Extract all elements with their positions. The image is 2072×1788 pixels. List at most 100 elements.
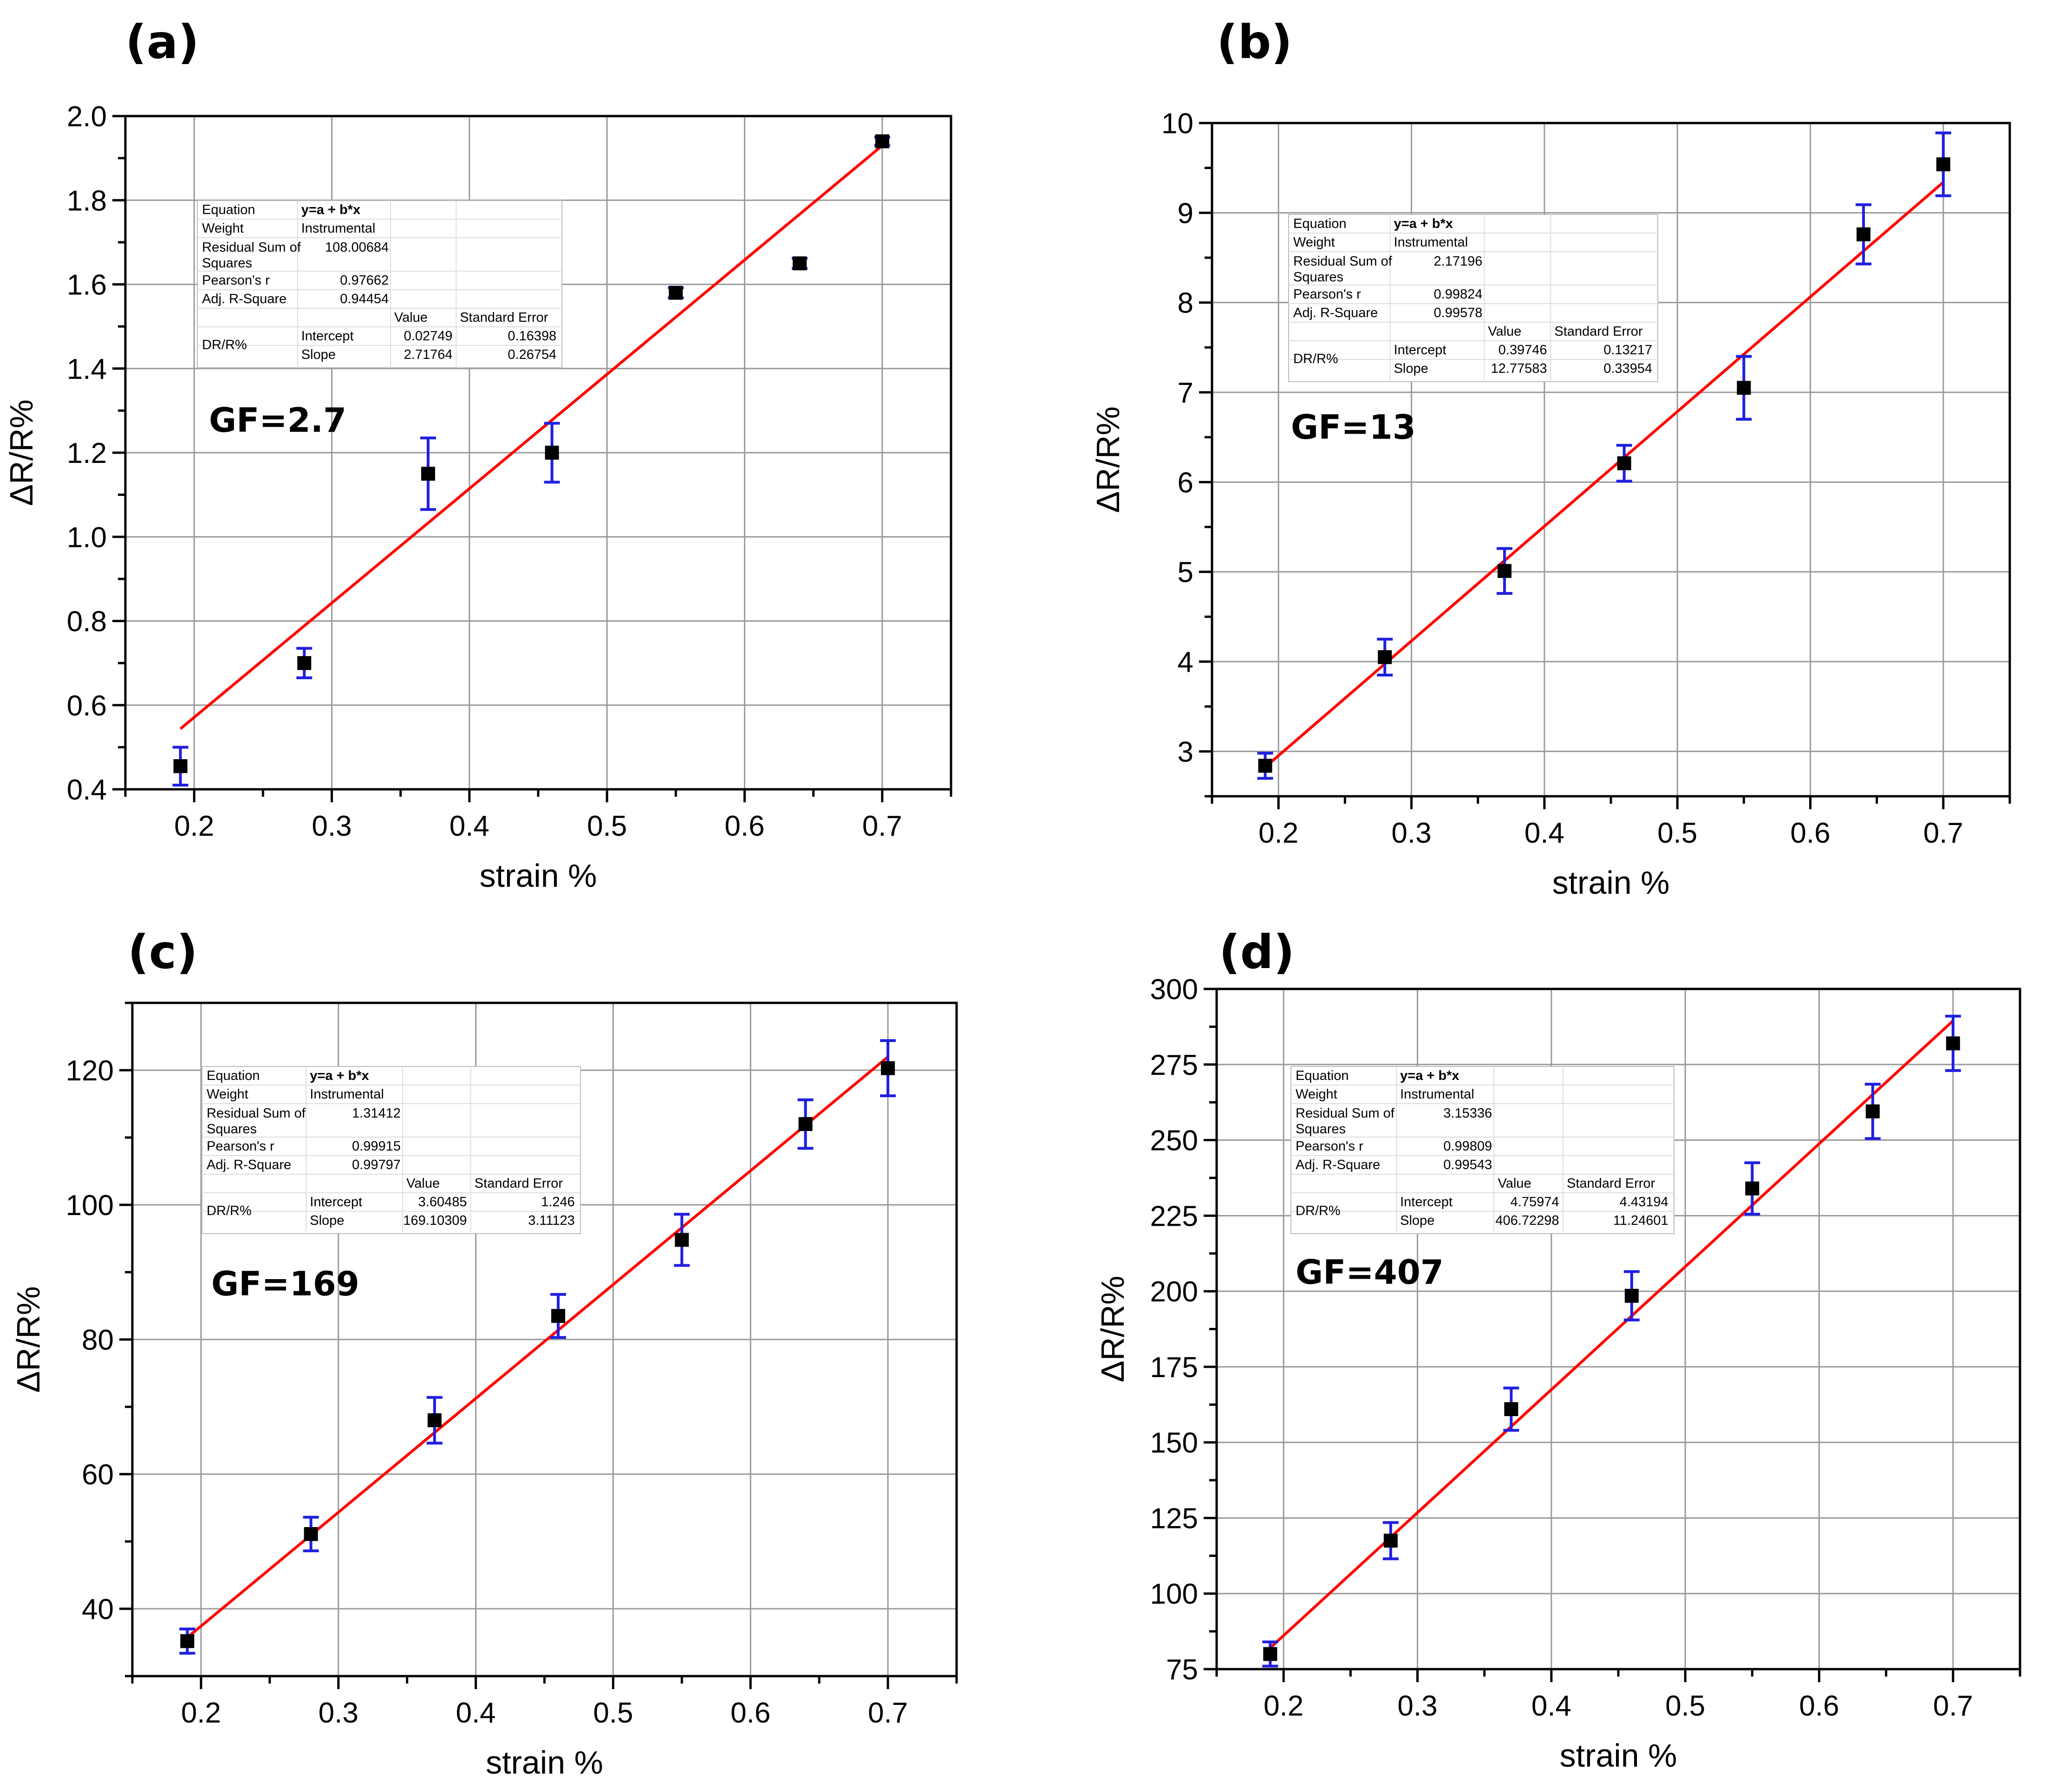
stats-param-value: 2.71764	[404, 347, 453, 362]
data-point	[1504, 1402, 1518, 1417]
y-tick-label: 1.4	[67, 353, 107, 385]
x-axis-title: strain %	[1552, 865, 1670, 901]
data-point	[427, 1413, 442, 1427]
stats-param-group: DR/R%	[207, 1203, 252, 1218]
stats-row-label: Squares	[207, 1122, 257, 1137]
x-tick-label: 0.3	[1397, 1690, 1437, 1722]
panel-label: (a)	[125, 15, 199, 69]
y-tick-label: 5	[1178, 557, 1193, 589]
x-tick-label: 0.5	[1657, 817, 1697, 849]
data-point	[1624, 1288, 1639, 1303]
data-point	[1857, 227, 1871, 241]
stats-row-label: Residual Sum of	[202, 240, 301, 255]
y-tick-label: 125	[1150, 1502, 1198, 1534]
y-axis-title: ΔR/R%	[1090, 406, 1126, 513]
gauge-factor-label: GF=2.7	[209, 401, 346, 440]
stats-param-name: Slope	[301, 347, 336, 362]
x-tick-label: 0.5	[593, 1697, 633, 1729]
y-tick-label: 100	[1150, 1578, 1198, 1610]
fit-line	[179, 144, 883, 730]
y-tick-label: 6	[1178, 467, 1193, 499]
y-tick-label: 40	[82, 1593, 114, 1625]
stats-param-name: Intercept	[310, 1195, 362, 1209]
stats-table-background	[197, 200, 562, 368]
x-tick-label: 0.2	[181, 1697, 221, 1729]
stats-param-value: 0.02749	[404, 329, 453, 344]
stats-param-name: Intercept	[301, 329, 354, 344]
stats-param-value: 0.39746	[1499, 343, 1547, 358]
stats-param-group: DR/R%	[1293, 351, 1338, 366]
stats-col-header: Value	[394, 310, 428, 325]
x-tick-label: 0.4	[450, 810, 489, 842]
stats-row-value: Instrumental	[1394, 235, 1468, 250]
x-tick-label: 0.2	[174, 810, 214, 842]
stats-col-header: Standard Error	[475, 1176, 563, 1191]
stats-param-stderr: 3.11123	[528, 1213, 575, 1228]
stats-row-label: Pearson's r	[207, 1139, 274, 1154]
stats-row-label: Residual Sum of	[1296, 1106, 1395, 1121]
stats-param-group: DR/R%	[1296, 1203, 1341, 1218]
stats-param-stderr: 1.246	[541, 1195, 575, 1209]
data-point	[675, 1233, 689, 1247]
y-tick-label: 10	[1161, 108, 1193, 140]
stats-row-label-full: Residual Sum of Squares	[202, 256, 355, 271]
data-point	[793, 256, 807, 271]
data-point	[304, 1527, 318, 1541]
chart-panel-a: 0.2 0.3 0.4 0.5 0.6 0.7 0.4 0.6 0.8 1.0 1.2 1.4 1.6 1…	[3, 15, 952, 894]
stats-param-stderr: 0.26754	[508, 347, 556, 362]
stats-param-stderr: 0.16398	[508, 329, 556, 344]
stats-row-value: 1.31412	[352, 1106, 401, 1121]
stats-row-label: Weight	[202, 221, 244, 236]
stats-param-name: Slope	[1400, 1213, 1434, 1228]
data-point	[1946, 1036, 1960, 1051]
stats-row-label: Residual Sum of	[207, 1106, 306, 1121]
stats-row-value: 0.94454	[340, 292, 389, 306]
y-tick-label: 150	[1150, 1427, 1198, 1459]
x-tick-label: 0.5	[587, 810, 627, 842]
stats-row-value: 0.99543	[1443, 1157, 1492, 1172]
stats-row-label: Squares	[1296, 1122, 1346, 1137]
y-tick-label: 300	[1150, 974, 1198, 1006]
stats-row-value: 0.99809	[1443, 1139, 1492, 1154]
y-tick-label: 0.8	[67, 606, 107, 638]
data-point	[875, 134, 889, 149]
gauge-factor-label: GF=407	[1296, 1253, 1444, 1292]
stats-table-background	[202, 1066, 581, 1234]
y-tick-label: 2.0	[67, 101, 107, 133]
stats-row-label-full: Residual Sum of Squares	[207, 1122, 359, 1137]
stats-row-label: Adj. R-Square	[202, 292, 287, 306]
y-tick-label: 80	[82, 1324, 114, 1356]
y-tick-label: 100	[66, 1190, 114, 1222]
data-point	[421, 467, 435, 481]
stats-row-label: Pearson's r	[1293, 287, 1361, 302]
stats-row-value: 3.15336	[1443, 1106, 1492, 1121]
y-tick-label: 8	[1178, 287, 1193, 319]
x-axis-title: strain %	[1560, 1737, 1677, 1774]
stats-param-value: 4.75974	[1511, 1195, 1559, 1209]
stats-col-header: Standard Error	[1554, 324, 1643, 339]
panel-label: (b)	[1217, 15, 1292, 69]
data-point	[1383, 1534, 1398, 1548]
x-tick-label: 0.6	[724, 810, 764, 842]
x-tick-label: 0.4	[1531, 1690, 1571, 1722]
stats-param-stderr: 0.13217	[1603, 343, 1652, 358]
stats-row-label: Residual Sum of	[1293, 254, 1393, 269]
stats-param-stderr: 0.33954	[1603, 361, 1652, 376]
stats-row-value: y=a + b*x	[1394, 216, 1453, 231]
stats-row-label-full: Residual Sum of Squares	[1293, 270, 1446, 285]
stats-col-header: Value	[1488, 324, 1521, 339]
stats-row-value: y=a + b*x	[301, 202, 360, 217]
stats-col-header: Standard Error	[460, 310, 548, 325]
data-point	[173, 759, 188, 774]
stats-row-label: Adj. R-Square	[1293, 306, 1378, 320]
x-tick-label: 0.3	[312, 810, 352, 842]
data-point	[1865, 1104, 1880, 1118]
x-tick-label: 0.6	[1799, 1690, 1839, 1722]
stats-table-background	[1290, 1066, 1675, 1234]
stats-param-value: 169.10309	[403, 1213, 467, 1228]
stats-row-value: 0.99797	[352, 1157, 401, 1172]
y-tick-label: 9	[1178, 197, 1193, 229]
stats-row-value: 0.97662	[340, 273, 389, 288]
